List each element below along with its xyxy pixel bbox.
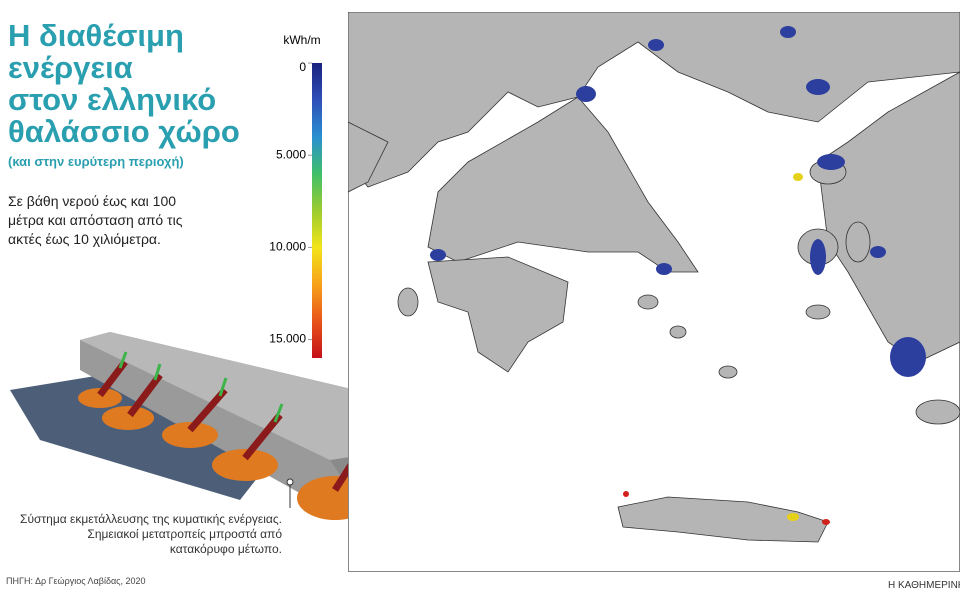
caption: Σύστημα εκμετάλλευσης της κυματικής ενέρ… <box>20 512 282 556</box>
pointer-dot <box>286 478 294 486</box>
colorbar-tick-label: 15.000 <box>269 332 306 346</box>
greece-mainland <box>427 96 699 273</box>
title-line: ενέργεια <box>8 50 133 85</box>
turkey <box>817 71 960 363</box>
description: Σε βάθη νερού έως και 100 μέτρα και απόσ… <box>8 193 183 247</box>
brand: Η ΚΑΘΗΜΕΡΙΝΗ <box>888 580 960 591</box>
energy-hotspots-max <box>623 491 830 525</box>
title-line: Η διαθέσιμη <box>8 18 184 53</box>
crete <box>617 496 829 543</box>
peloponnese <box>427 256 569 373</box>
buoys <box>78 388 373 520</box>
energy-hotspots <box>430 26 926 377</box>
balkans <box>348 12 960 188</box>
italy <box>348 121 389 193</box>
energy-hotspots-high <box>787 173 803 521</box>
colorbar-tick-label: 10.000 <box>269 240 306 254</box>
subtitle: (και στην ευρύτερη περιοχή) <box>8 154 184 169</box>
colorbar-tick-label: 5.000 <box>276 147 306 161</box>
colorbar-unit: kWh/m <box>283 33 320 47</box>
title-line: θαλάσσιο χώρο <box>8 114 240 149</box>
title: Η διαθέσιμη ενέργεια στον ελληνικό θαλάσ… <box>8 20 240 148</box>
source: ΠΗΓΗ: Δρ Γεώργιος Λαβίδας, 2020 <box>6 576 146 586</box>
colorbar-ramp <box>312 63 322 358</box>
title-line: στον ελληνικό <box>8 82 217 117</box>
colorbar: kWh/m 0 5.000 10.000 15.000 <box>269 33 322 358</box>
colorbar-tick-label: 0 <box>299 60 306 74</box>
map <box>348 12 960 572</box>
